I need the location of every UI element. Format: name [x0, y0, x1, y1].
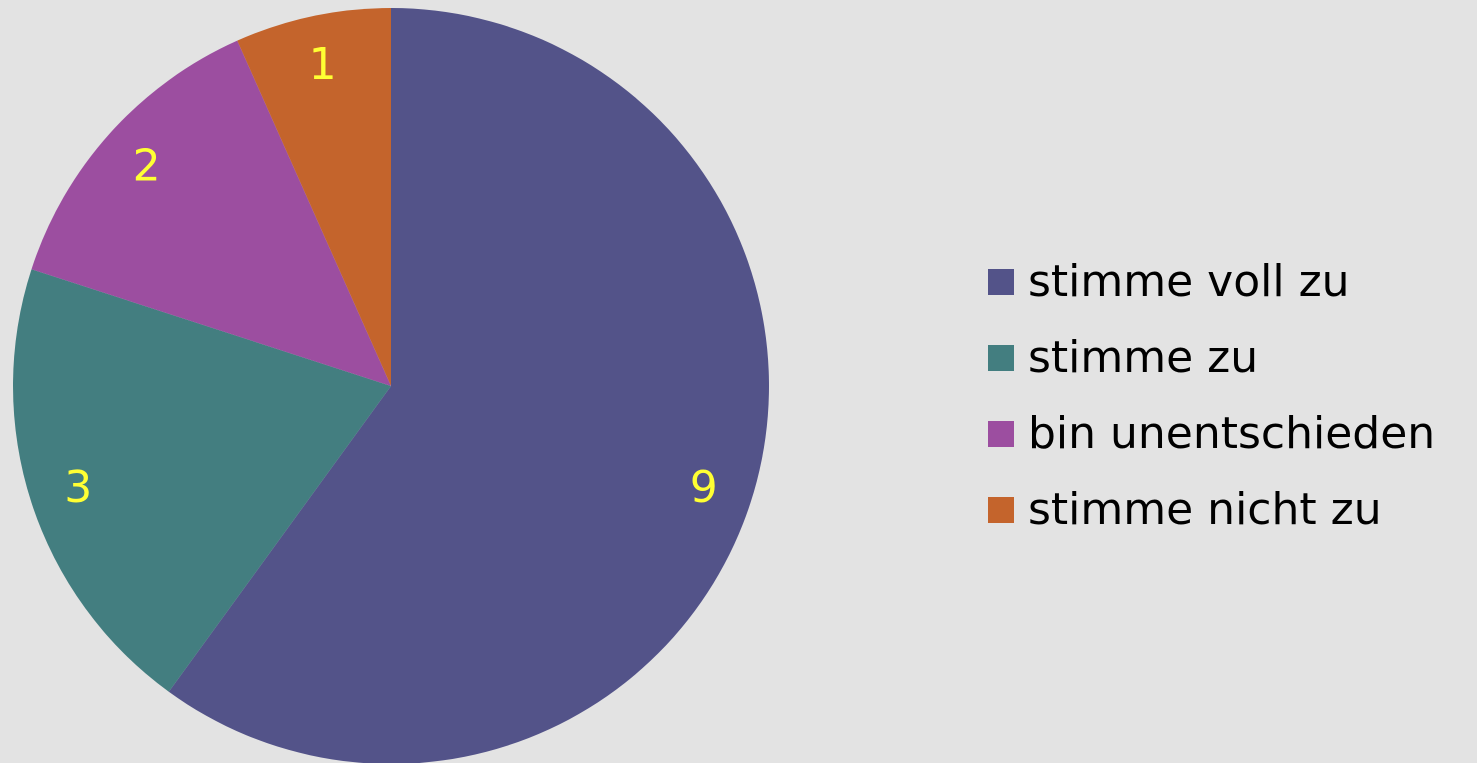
legend-label-stimme-zu: stimme zu	[1028, 332, 1259, 383]
legend-item-stimme-voll-zu: stimme voll zu	[988, 244, 1435, 320]
legend-swatch-stimme-zu	[988, 345, 1014, 371]
legend-item-bin-unentschieden: bin unentschieden	[988, 396, 1435, 472]
legend-swatch-bin-unentschieden	[988, 421, 1014, 447]
pie-label-stimme-nicht-zu: 1	[309, 39, 337, 90]
legend-label-bin-unentschieden: bin unentschieden	[1028, 408, 1436, 459]
pie-slice-stimme-nicht-zu	[237, 8, 391, 386]
pie-slice-bin-unentschieden	[31, 40, 391, 387]
legend-swatch-stimme-voll-zu	[988, 269, 1014, 295]
pie-label-stimme-voll-zu: 9	[690, 462, 718, 513]
pie-label-bin-unentschieden: 2	[133, 140, 161, 191]
pie-slice-stimme-voll-zu	[168, 8, 769, 763]
pie-slice-stimme-zu	[12, 269, 391, 692]
chart-legend: stimme voll zu stimme zu bin unentschied…	[988, 244, 1435, 548]
legend-label-stimme-nicht-zu: stimme nicht zu	[1028, 484, 1382, 535]
legend-item-stimme-nicht-zu: stimme nicht zu	[988, 472, 1435, 548]
pie-labels: 9 3 2 1	[64, 39, 718, 513]
legend-item-stimme-zu: stimme zu	[988, 320, 1435, 396]
legend-label-stimme-voll-zu: stimme voll zu	[1028, 256, 1350, 307]
legend-swatch-stimme-nicht-zu	[988, 497, 1014, 523]
pie-slices	[12, 8, 769, 763]
pie-label-stimme-zu: 3	[64, 462, 92, 513]
